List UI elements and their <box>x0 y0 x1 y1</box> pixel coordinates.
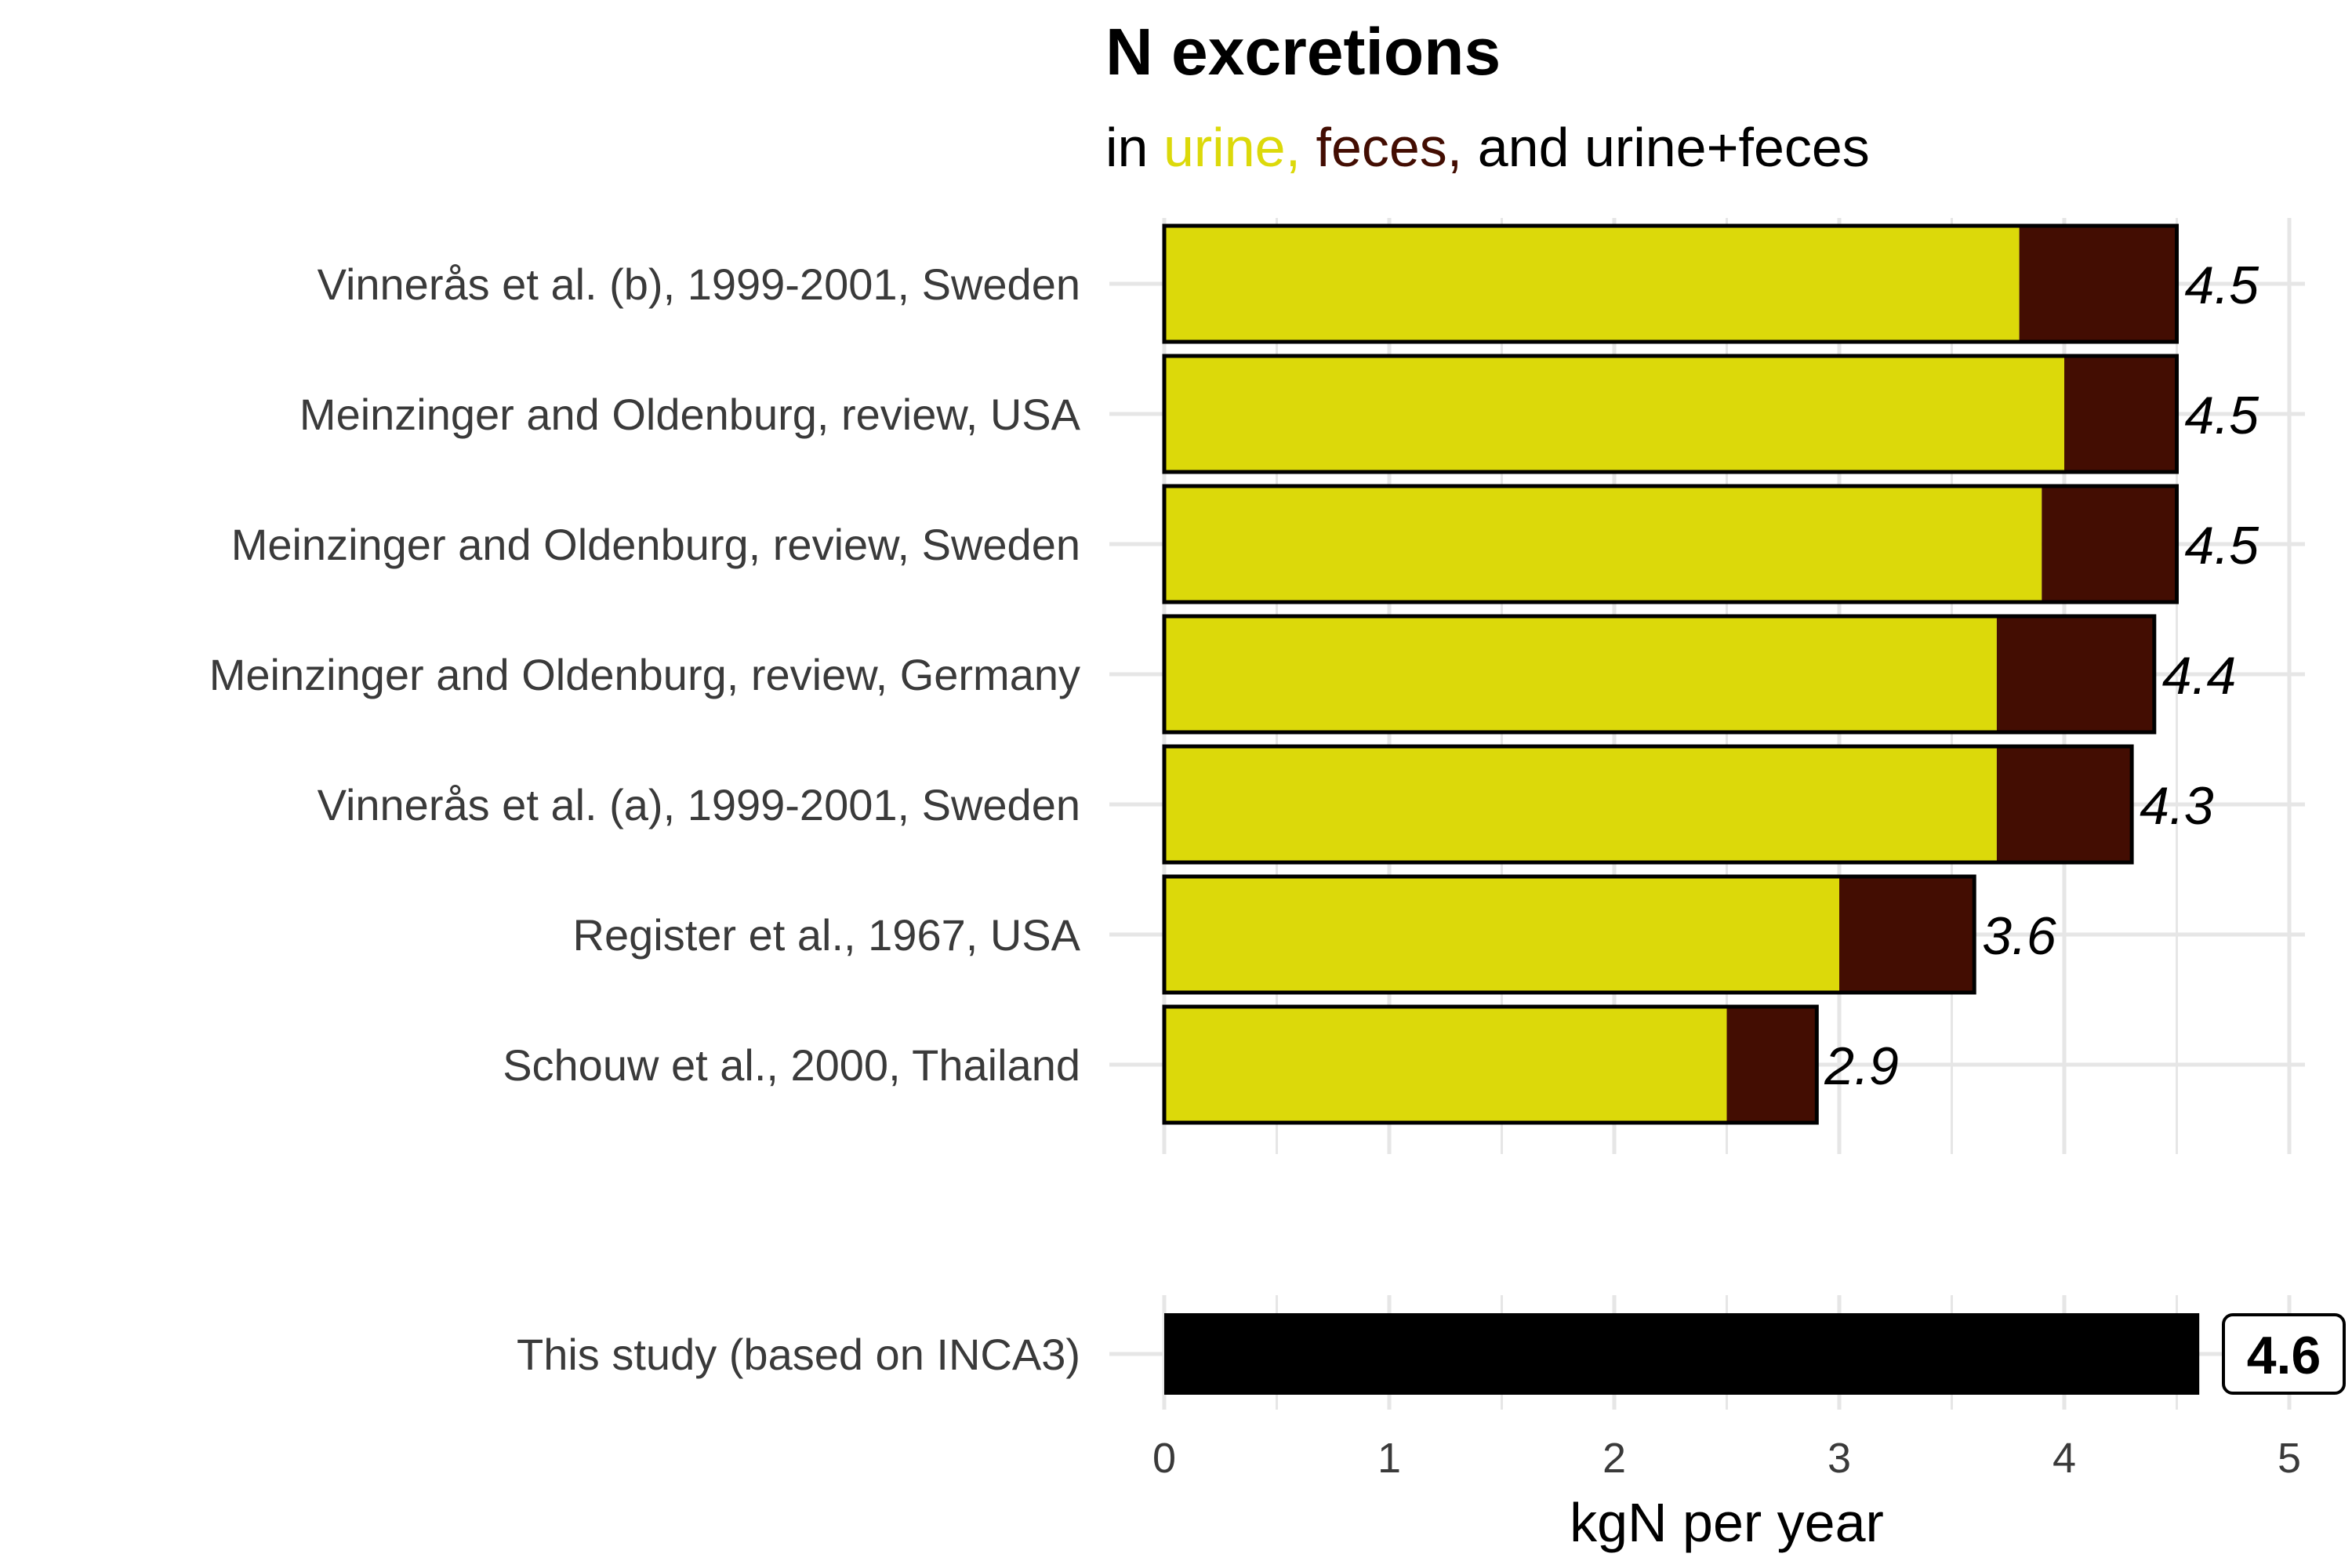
urine-bar <box>1164 877 1839 993</box>
urine-bar <box>1164 226 2020 342</box>
feces-bar <box>1996 746 2132 862</box>
total-label: 4.4 <box>2162 646 2237 706</box>
subtitle-suffix: and urine+feces <box>1477 117 1870 178</box>
x-tick-label: 4 <box>2053 1435 2076 1482</box>
bar-outline <box>1162 484 2179 604</box>
x-tick-label: 1 <box>1377 1435 1401 1482</box>
category-label: Vinnerås et al. (b), 1999-2001, Sweden <box>318 260 1080 309</box>
urine-bar <box>1164 616 1997 732</box>
feces-bar <box>2019 226 2177 342</box>
category-label: Register et al., 1967, USA <box>573 910 1081 960</box>
feces-bar <box>1996 616 2154 732</box>
feces-bar <box>2064 356 2177 472</box>
this-study-value-label: 4.6 <box>2247 1326 2321 1385</box>
category-label: Meinzinger and Oldenburg, review, USA <box>299 390 1081 439</box>
feces-bar <box>2042 486 2177 602</box>
total-label: 4.5 <box>2185 256 2259 315</box>
category-label: Meinzinger and Oldenburg, review, Sweden <box>231 520 1080 569</box>
this-study-bar <box>1164 1313 2200 1395</box>
bar-outline <box>1162 614 2157 735</box>
x-tick-label: 5 <box>2278 1435 2301 1482</box>
feces-bar <box>1726 1007 1817 1123</box>
subtitle-urine: urine, <box>1163 117 1301 178</box>
bar-outline <box>1162 354 2179 474</box>
chart-title: N excretions <box>1105 15 1501 89</box>
total-label: 3.6 <box>1982 906 2056 966</box>
urine-bar <box>1164 1007 1727 1123</box>
urine-bar <box>1164 486 2042 602</box>
category-label: This study (based on INCA3) <box>517 1330 1080 1379</box>
x-axis-title: kgN per year <box>1570 1492 1884 1553</box>
bar-outline <box>1162 1004 1819 1125</box>
category-label: Vinnerås et al. (a), 1999-2001, Sweden <box>318 780 1080 829</box>
feces-bar <box>1839 877 1975 993</box>
total-label: 4.5 <box>2185 516 2259 575</box>
bar-outline <box>1162 874 1976 995</box>
bar-outline <box>1162 744 2134 865</box>
this-study-label-box <box>2222 1313 2346 1395</box>
total-label: 4.3 <box>2140 776 2214 836</box>
subtitle-prefix: in <box>1105 117 1163 178</box>
total-label: 2.9 <box>1824 1036 1899 1096</box>
category-label: Schouw et al., 2000, Thailand <box>503 1040 1080 1090</box>
urine-bar <box>1164 356 2064 472</box>
bar-outline <box>1162 223 2179 344</box>
chart-subtitle: in urine, feces, and urine+feces <box>1105 116 1870 179</box>
category-label: Meinzinger and Oldenburg, review, German… <box>209 650 1080 699</box>
urine-bar <box>1164 746 1997 862</box>
subtitle-feces: feces, <box>1316 117 1463 178</box>
x-tick-label: 3 <box>1828 1435 1851 1482</box>
x-tick-label: 2 <box>1602 1435 1626 1482</box>
x-tick-label: 0 <box>1152 1435 1176 1482</box>
total-label: 4.5 <box>2185 386 2259 445</box>
